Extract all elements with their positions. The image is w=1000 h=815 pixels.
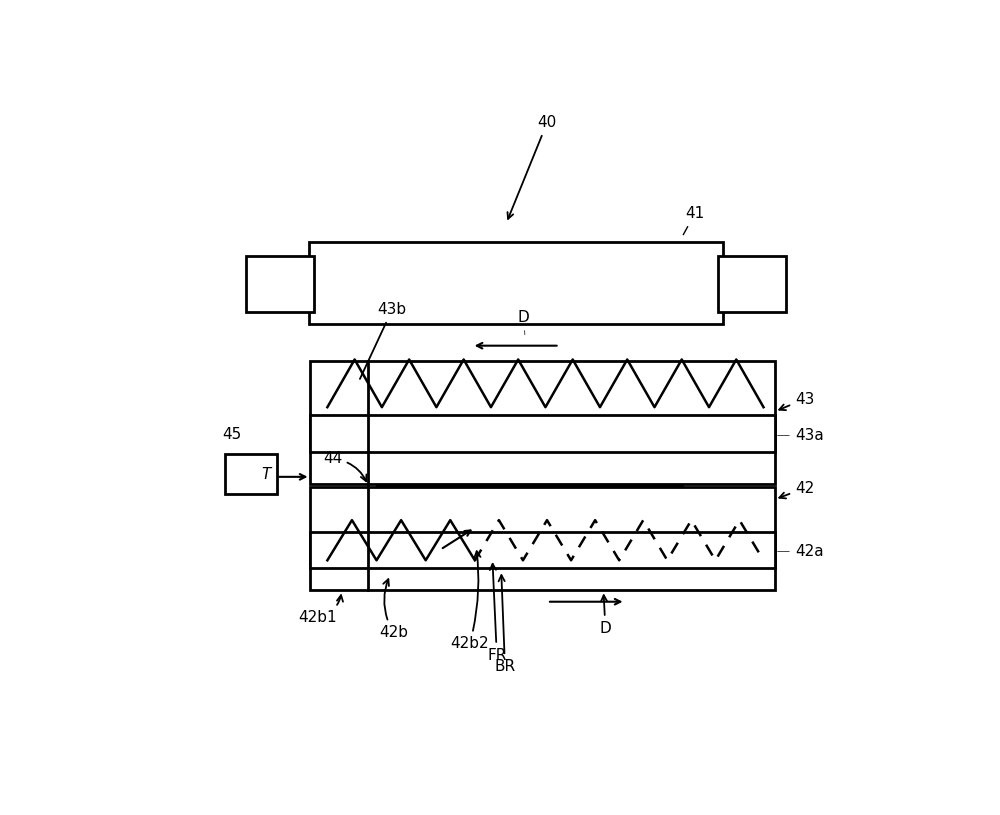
Text: 44: 44 xyxy=(323,452,366,481)
Text: 40: 40 xyxy=(507,116,557,219)
Bar xyxy=(246,256,314,312)
Text: 41: 41 xyxy=(683,206,704,235)
Text: T: T xyxy=(262,467,271,482)
Text: 42b: 42b xyxy=(379,579,408,640)
Text: 45: 45 xyxy=(222,427,242,443)
Bar xyxy=(310,487,775,590)
Text: D: D xyxy=(600,595,611,636)
Text: BR: BR xyxy=(494,575,516,674)
Text: 43: 43 xyxy=(779,391,814,410)
Text: 42b1: 42b1 xyxy=(299,595,343,625)
Text: D: D xyxy=(518,310,530,335)
Bar xyxy=(310,415,775,452)
Text: 43b: 43b xyxy=(360,302,407,379)
Text: 42: 42 xyxy=(779,481,814,499)
Text: FR: FR xyxy=(487,564,506,663)
Bar xyxy=(310,532,775,569)
Bar xyxy=(718,256,786,312)
Text: 43a: 43a xyxy=(778,428,824,443)
Text: 42a: 42a xyxy=(778,544,824,559)
Text: 42b2: 42b2 xyxy=(451,551,489,651)
Bar xyxy=(309,242,723,324)
Bar xyxy=(310,361,775,484)
Bar xyxy=(225,454,277,495)
